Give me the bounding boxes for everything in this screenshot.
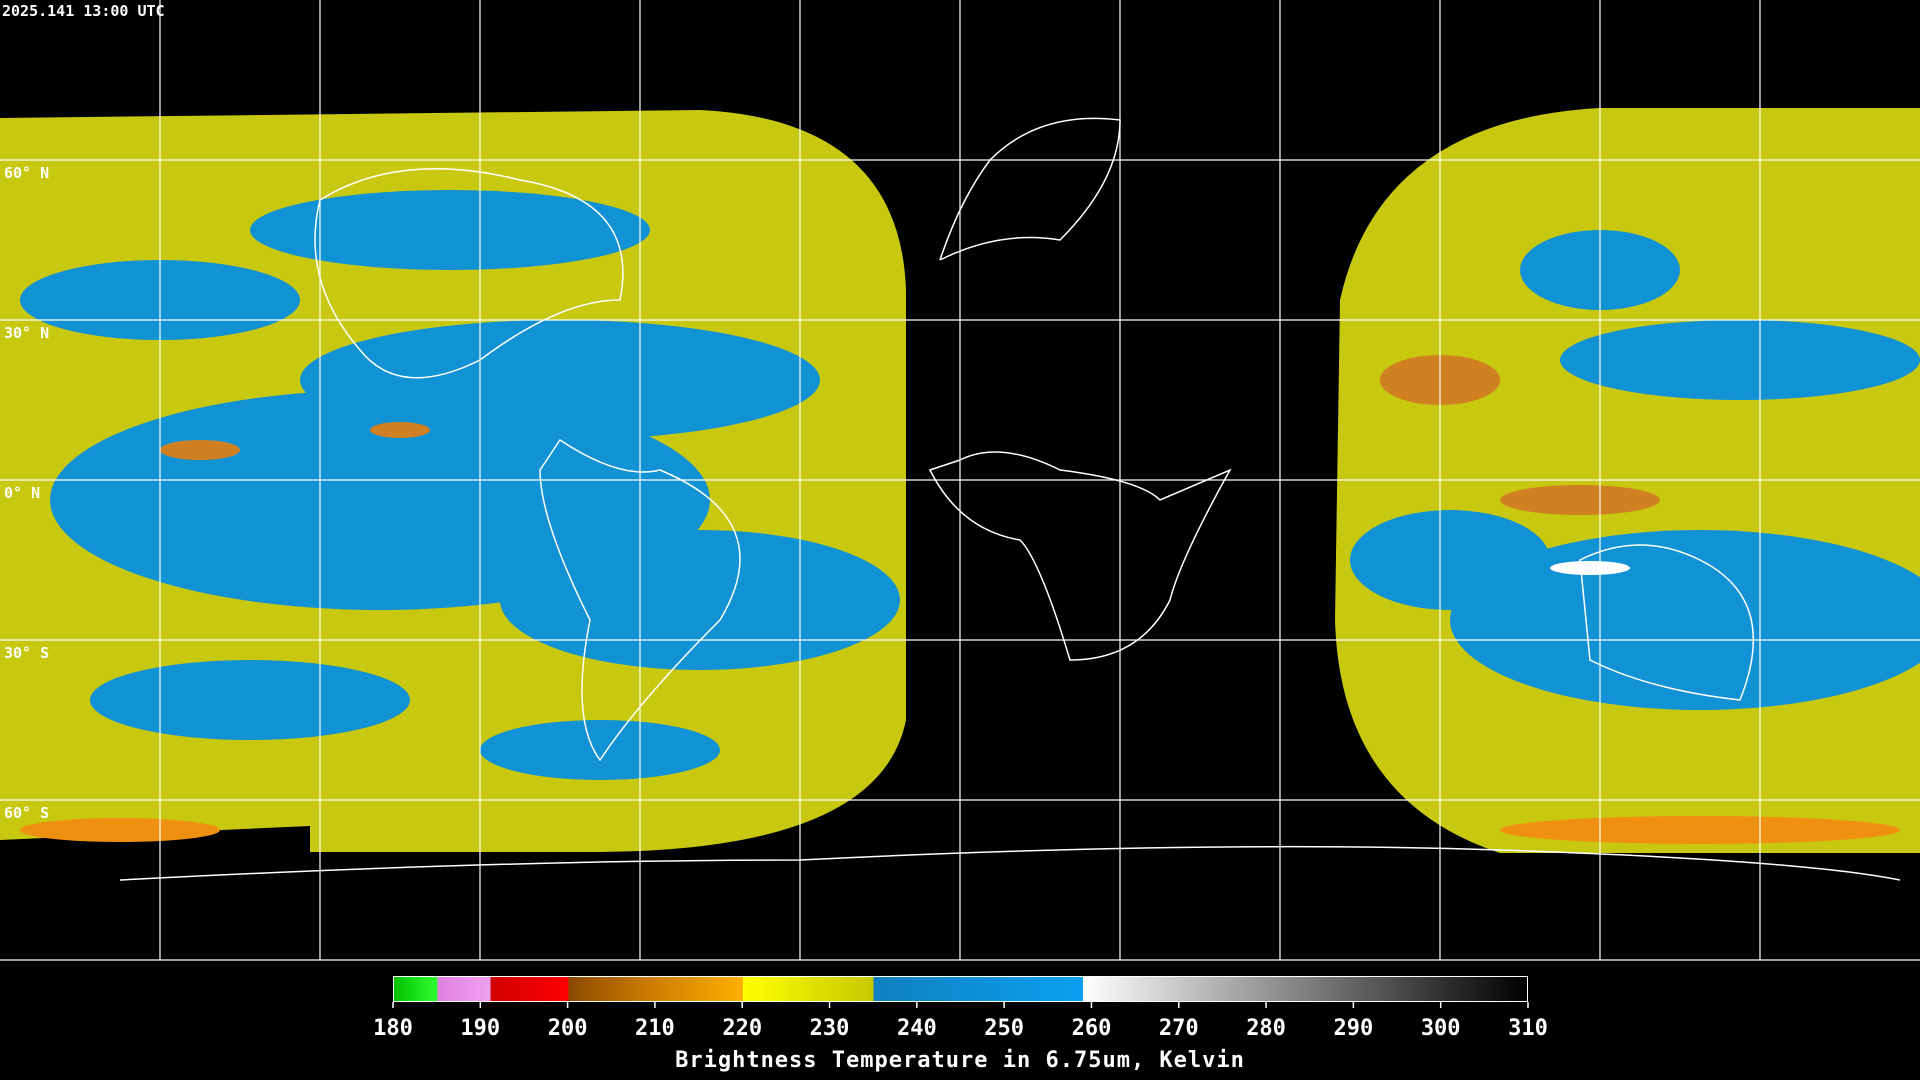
colorbar-tick-label: 230 xyxy=(810,1016,850,1041)
colorbar-tick-label: 270 xyxy=(1159,1016,1199,1041)
latitude-label: 60° S xyxy=(4,804,49,822)
colorbar-tick-label: 210 xyxy=(635,1016,675,1041)
colorbar-tick-label: 310 xyxy=(1508,1016,1548,1041)
colorbar-tick-label: 220 xyxy=(722,1016,762,1041)
colorbar-tick-label: 240 xyxy=(897,1016,937,1041)
colorbar-tick-label: 200 xyxy=(548,1016,588,1041)
latitude-label: 0° N xyxy=(4,484,40,502)
timestamp: 2025.141 13:00 UTC xyxy=(2,2,165,20)
colorbar-tick-label: 180 xyxy=(373,1016,413,1041)
latitude-label: 30° S xyxy=(4,644,49,662)
latitude-label: 60° N xyxy=(4,164,49,182)
colorbar xyxy=(393,976,1528,1002)
colorbar-tick-label: 290 xyxy=(1334,1016,1374,1041)
colorbar-ticks: 180 190 200 210 220 230 240 250 260 270 280 290 300 3… xyxy=(373,1002,1548,1041)
colorbar-label: Brightness Temperature in 6.75um, Kelvin xyxy=(675,1048,1245,1073)
colorbar-tick-label: 300 xyxy=(1421,1016,1461,1041)
latitude-labels: 60° N 30° N 0° N 30° S 60° S xyxy=(4,164,49,822)
colorbar-tick-label: 260 xyxy=(1072,1016,1112,1041)
latitude-label: 30° N xyxy=(4,324,49,342)
colorbar-tick-label: 190 xyxy=(460,1016,500,1041)
imagery-west xyxy=(0,110,906,852)
graticule xyxy=(0,0,1920,961)
colorbar-tick-label: 280 xyxy=(1246,1016,1286,1041)
colorbar-tick-label: 250 xyxy=(984,1016,1024,1041)
